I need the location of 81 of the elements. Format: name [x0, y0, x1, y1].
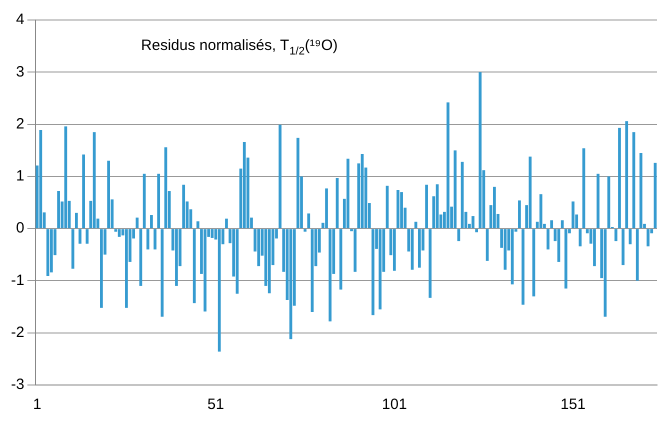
- bar: [378, 229, 382, 310]
- bar: [646, 229, 650, 246]
- y-tick-label: 2: [16, 115, 24, 132]
- x-tick-label: 51: [207, 396, 224, 414]
- bar: [136, 218, 139, 228]
- bar: [107, 160, 110, 228]
- bar: [46, 229, 50, 276]
- bar: [242, 142, 246, 228]
- bar: [522, 229, 524, 305]
- bar: [86, 229, 89, 244]
- bar: [392, 229, 396, 271]
- bar: [428, 229, 432, 298]
- bar: [160, 229, 164, 317]
- bar: [593, 229, 596, 266]
- bar: [307, 213, 310, 228]
- bar: [546, 229, 550, 250]
- y-tick-label: 1: [16, 168, 24, 185]
- bar: [596, 174, 600, 228]
- bar: [325, 188, 328, 228]
- bar: [346, 158, 350, 228]
- bar: [539, 194, 542, 228]
- bar: [225, 218, 228, 228]
- bar: [204, 229, 206, 312]
- bar: [278, 124, 282, 228]
- bar: [414, 222, 418, 228]
- bar: [396, 190, 400, 228]
- bar: [125, 229, 128, 308]
- bar: [182, 184, 186, 228]
- bar: [78, 229, 82, 244]
- y-tick-label: 4: [16, 11, 24, 28]
- bar: [560, 220, 564, 228]
- bar: [57, 191, 60, 228]
- bar: [636, 229, 639, 281]
- y-tick-label: 0: [16, 220, 24, 237]
- bar: [625, 121, 628, 228]
- bar: [192, 229, 196, 304]
- bar: [550, 220, 554, 228]
- bar: [493, 186, 496, 228]
- bar: [528, 156, 532, 228]
- bar: [400, 192, 403, 228]
- y-tick-label: -3: [10, 376, 24, 394]
- bar: [296, 138, 300, 228]
- bar: [71, 229, 74, 269]
- bar: [175, 229, 178, 286]
- bar: [196, 221, 200, 228]
- bar: [425, 184, 428, 228]
- bar: [150, 215, 153, 228]
- bar: [475, 229, 478, 232]
- bar: [564, 229, 568, 289]
- bar: [268, 229, 271, 294]
- bar: [146, 229, 150, 250]
- y-tick-label: -2: [10, 324, 24, 341]
- x-tick-label: 1: [32, 396, 42, 414]
- bar: [504, 229, 507, 270]
- bar: [518, 200, 521, 228]
- bar: [328, 229, 332, 322]
- bar: [74, 212, 78, 228]
- bar: [257, 229, 260, 266]
- bar: [304, 229, 307, 232]
- bar: [614, 229, 618, 242]
- bar: [454, 150, 457, 228]
- x-tick-label: 101: [382, 396, 407, 414]
- bar: [622, 229, 624, 266]
- bar: [354, 229, 357, 272]
- bar: [372, 229, 374, 316]
- bar: [478, 72, 482, 228]
- y-tick-label: -1: [10, 272, 24, 289]
- bar: [472, 216, 474, 228]
- bar: [639, 152, 642, 228]
- bar: [100, 229, 103, 308]
- bar: [446, 102, 450, 228]
- bar: [50, 229, 53, 272]
- bar: [157, 174, 160, 228]
- bar: [154, 229, 156, 250]
- bar: [218, 229, 221, 352]
- x-tick-label: 151: [560, 396, 586, 414]
- bar: [618, 128, 621, 228]
- bar: [82, 154, 85, 228]
- bar: [418, 229, 421, 268]
- bar: [572, 201, 574, 228]
- y-tick-label: 3: [16, 63, 24, 80]
